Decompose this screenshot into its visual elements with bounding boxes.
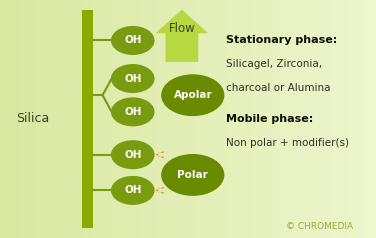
Text: OH: OH	[124, 185, 141, 195]
Text: Stationary phase:: Stationary phase:	[226, 35, 337, 45]
Circle shape	[112, 177, 154, 204]
FancyArrow shape	[156, 151, 164, 158]
Text: OH: OH	[124, 150, 141, 160]
Text: Silicagel, Zirconia,: Silicagel, Zirconia,	[226, 59, 321, 69]
Circle shape	[162, 75, 224, 115]
Text: Mobile phase:: Mobile phase:	[226, 114, 313, 124]
Circle shape	[162, 155, 224, 195]
FancyArrow shape	[156, 187, 164, 194]
Text: charcoal or Alumina: charcoal or Alumina	[226, 83, 330, 93]
Circle shape	[112, 65, 154, 92]
Text: OH: OH	[124, 107, 141, 117]
Circle shape	[112, 27, 154, 54]
Text: Non polar + modifier(s): Non polar + modifier(s)	[226, 138, 349, 148]
Text: Apolar: Apolar	[173, 90, 212, 100]
Circle shape	[112, 141, 154, 169]
Circle shape	[112, 98, 154, 126]
Text: OH: OH	[124, 35, 141, 45]
Text: OH: OH	[124, 74, 141, 84]
Text: © CHROMEDIA: © CHROMEDIA	[286, 222, 353, 231]
Text: Polar: Polar	[177, 170, 208, 180]
Text: Silica: Silica	[16, 113, 49, 125]
FancyArrow shape	[156, 10, 208, 62]
Bar	[82, 10, 94, 228]
Text: Flow: Flow	[168, 22, 195, 35]
